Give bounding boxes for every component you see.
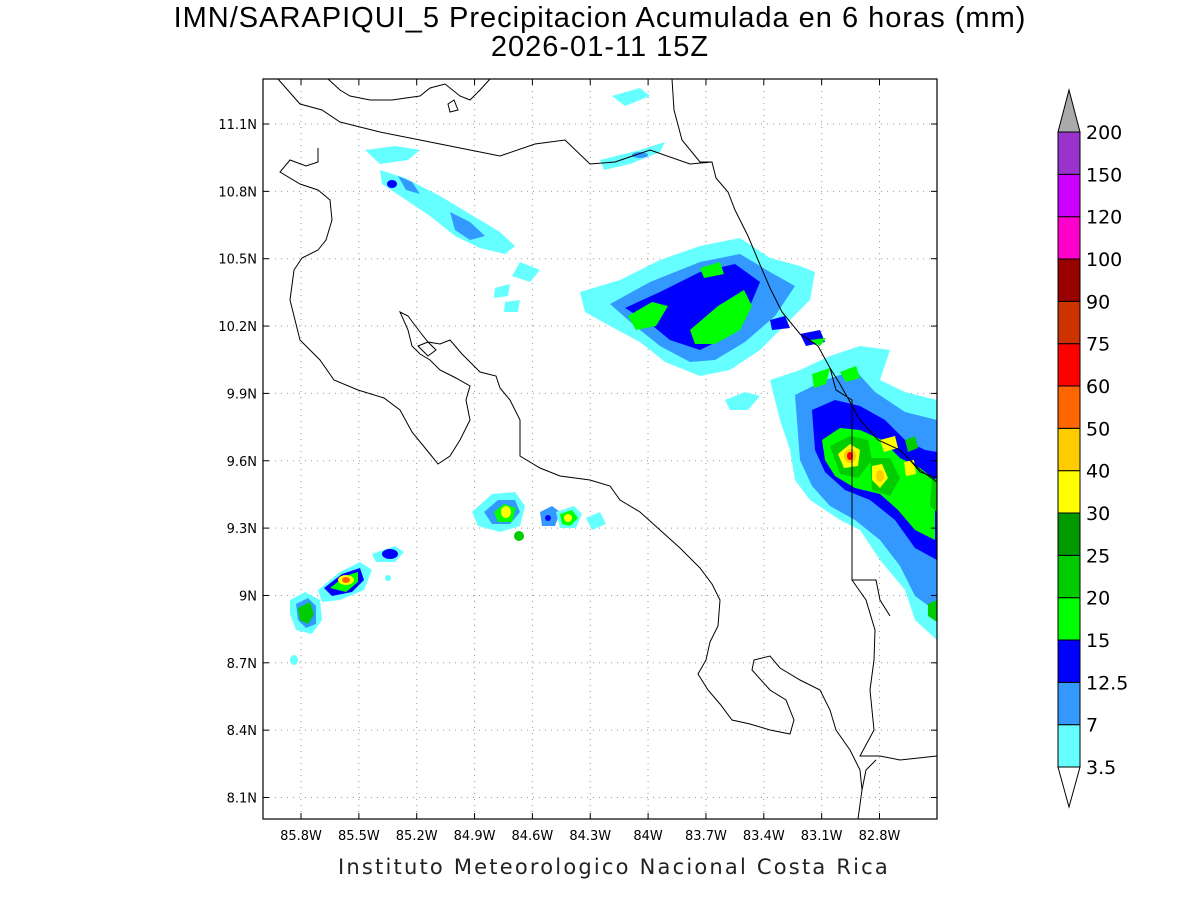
- legend-color-box: [1057, 512, 1081, 556]
- lake-shore: [327, 79, 491, 101]
- lat-tick-label: 11.1N: [218, 118, 257, 133]
- graticule: [263, 79, 937, 819]
- lon-tick-label: 84.6W: [511, 829, 553, 844]
- osa-coast: [851, 579, 937, 761]
- credit-footer: Instituto Meteorologico Nacional Costa R…: [338, 855, 890, 879]
- legend-label: 3.5: [1086, 757, 1116, 779]
- legend-label: 30: [1086, 503, 1110, 525]
- lon-tick-label: 84.3W: [569, 829, 611, 844]
- lat-tick-label: 9.9N: [227, 387, 257, 402]
- lon-tick-label: 82.8W: [859, 829, 901, 844]
- lake-arenal: [417, 341, 437, 357]
- legend-label: 150: [1086, 164, 1122, 186]
- legend-upper-triangle: [1057, 88, 1081, 133]
- map-title: IMN/SARAPIQUI_5 Precipitacion Acumulada …: [173, 2, 1027, 34]
- lon-tick-label: 84.9W: [454, 829, 496, 844]
- longitude-axis: 85.8W 85.5W 85.2W 84.9W 84.6W 84.3W 84W 83.7W 83…: [280, 79, 901, 844]
- legend-label: 50: [1086, 418, 1110, 440]
- bocas-coast: [909, 459, 937, 479]
- legend-lower-triangle: [1057, 766, 1081, 809]
- legend-label: 75: [1086, 334, 1110, 356]
- legend-color-box: [1057, 554, 1081, 599]
- legend-label: 12.5: [1086, 672, 1128, 694]
- legend-color-box: [1057, 258, 1081, 302]
- lat-tick-label: 9.6N: [227, 455, 257, 470]
- lon-tick-label: 83.1W: [801, 829, 843, 844]
- legend-label: 200: [1086, 122, 1122, 144]
- lat-tick-label: 9N: [239, 589, 257, 604]
- legend-color-box: [1057, 470, 1081, 514]
- legend-label: 100: [1086, 249, 1122, 271]
- panama-border: [829, 367, 891, 617]
- legend-label: 90: [1086, 291, 1110, 313]
- legend-label: 60: [1086, 376, 1110, 398]
- lat-tick-label: 8.7N: [227, 657, 257, 672]
- lat-tick-label: 8.1N: [227, 792, 257, 807]
- precipitation-field: [290, 88, 937, 665]
- legend-color-box: [1057, 681, 1081, 726]
- lat-tick-label: 10.8N: [218, 185, 257, 200]
- coastline-borders: [277, 79, 937, 819]
- legend-label: 15: [1086, 630, 1110, 652]
- legend-color-box: [1057, 427, 1081, 472]
- lat-tick-label: 9.3N: [227, 522, 257, 537]
- lon-tick-label: 83.4W: [743, 829, 785, 844]
- lon-tick-label: 84W: [633, 829, 663, 844]
- latitude-axis: 11.1N 10.8N 10.5N 10.2N 9.9N 9.6N 9.3N 9N 8.7N 8.…: [218, 118, 937, 807]
- legend-color-box: [1057, 216, 1081, 260]
- legend-color-box: [1057, 343, 1081, 387]
- lon-tick-label: 85.5W: [338, 829, 380, 844]
- lake-island: [447, 99, 459, 113]
- legend-label: 20: [1086, 588, 1110, 610]
- caribbean-coast: [671, 79, 937, 483]
- legend-label: 7: [1086, 715, 1098, 737]
- legend-label: 40: [1086, 461, 1110, 483]
- pacific-coast-north: [279, 148, 863, 819]
- legend-color-box: [1057, 385, 1081, 429]
- legend-color-box: [1057, 724, 1081, 768]
- legend-color-box: [1057, 173, 1081, 218]
- precip-cell-pacific: [290, 492, 606, 665]
- precip-cell-talamanca: [770, 346, 937, 640]
- map-frame: [262, 78, 938, 820]
- color-bar-legend: 3.5 7 12.5 15 20 25 30 40 50 60 75 90 100 120 150 200: [1057, 88, 1128, 809]
- map-subtitle-datetime: 2026-01-11 15Z: [490, 31, 710, 63]
- legend-color-box: [1057, 639, 1081, 683]
- legend-label: 25: [1086, 545, 1110, 567]
- lon-tick-label: 85.2W: [396, 829, 438, 844]
- legend-label: 120: [1086, 207, 1122, 229]
- legend-color-box: [1057, 300, 1081, 345]
- nicaragua-border: [277, 79, 759, 261]
- lat-tick-label: 8.4N: [227, 724, 257, 739]
- legend-color-box: [1057, 597, 1081, 641]
- legend-color-box: [1057, 131, 1081, 175]
- panama-south-coast: [861, 759, 877, 791]
- lat-tick-label: 10.5N: [218, 253, 257, 268]
- lat-tick-label: 10.2N: [218, 320, 257, 335]
- lon-tick-label: 83.7W: [685, 829, 727, 844]
- lon-tick-label: 85.8W: [280, 829, 322, 844]
- precip-cell-caribbean: [580, 238, 826, 410]
